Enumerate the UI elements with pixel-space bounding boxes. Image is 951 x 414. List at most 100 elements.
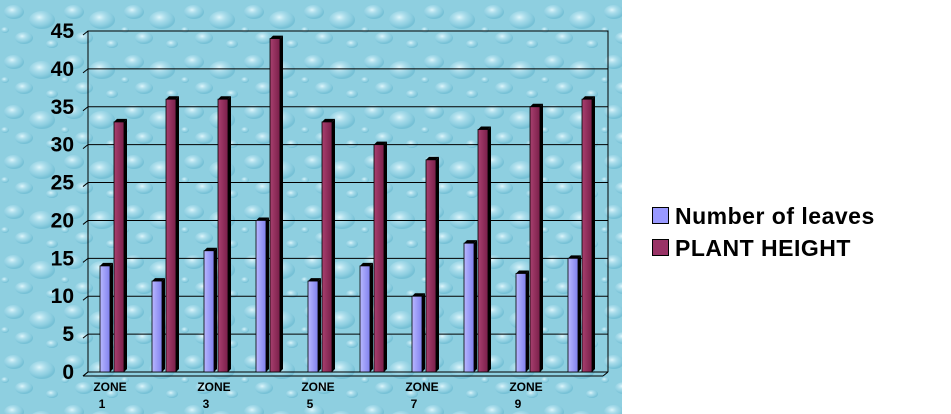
plot-frame — [87, 30, 609, 372]
bar-side — [214, 247, 217, 372]
legend-label-plant-height: PLANT HEIGHT — [675, 235, 851, 261]
bar-leaves-8 — [515, 270, 529, 373]
bar-side — [318, 278, 321, 372]
gridline-side-40 — [82, 68, 89, 74]
x-tick-label-zone-9: ZONE — [509, 380, 542, 394]
bar-height-4 — [321, 118, 335, 373]
y-tick-labels: 0 5 10 15 20 25 30 35 40 45 — [51, 20, 75, 384]
bar-top — [308, 278, 321, 282]
bar-side — [176, 96, 179, 372]
bar-front — [411, 295, 423, 373]
bar-side — [422, 293, 425, 372]
bar-front — [255, 220, 267, 373]
bar-top — [166, 96, 179, 100]
bar-height-5 — [373, 141, 387, 373]
bar-front — [321, 121, 333, 373]
bar-side — [266, 217, 269, 372]
bar-height-8 — [529, 103, 543, 373]
bar-front — [581, 98, 593, 373]
bar-height-6 — [425, 156, 439, 373]
gridline-side-5 — [82, 333, 89, 339]
bar-front — [529, 106, 541, 373]
bar-side — [110, 262, 113, 372]
bar-top — [100, 262, 113, 266]
bar-side — [526, 270, 529, 372]
bar-front — [113, 121, 125, 373]
gridline-side-35 — [82, 106, 89, 112]
bar-front — [269, 38, 281, 373]
bar-leaves-5 — [359, 262, 373, 373]
y-tick-label-5: 5 — [62, 323, 74, 346]
bar-side — [370, 262, 373, 372]
bar-top — [152, 278, 165, 282]
y-tick-label-20: 20 — [51, 209, 74, 232]
y-tick-label-40: 40 — [51, 58, 74, 81]
bar-front — [359, 265, 371, 373]
legend-swatch-leaves — [652, 207, 669, 224]
bar-side — [592, 96, 595, 372]
y-tick-label-30: 30 — [51, 134, 74, 157]
bar-leaves-7 — [463, 240, 477, 373]
bar-top — [426, 156, 439, 160]
bars — [99, 35, 595, 373]
bar-front — [515, 273, 527, 373]
legend-item-leaves: Number of leaves — [652, 203, 951, 229]
bar-height-3 — [269, 35, 283, 373]
bar-height-0 — [113, 118, 127, 373]
bar-leaves-4 — [307, 278, 321, 373]
bar-height-1 — [165, 96, 179, 373]
bar-leaves-6 — [411, 293, 425, 373]
x-tick-label-zone-num-1: 1 — [99, 397, 106, 411]
y-tick-label-0: 0 — [62, 361, 74, 384]
bar-leaves-1 — [151, 278, 165, 373]
x-category-labels: ZONE 1 ZONE 3 ZONE 5 ZONE 7 ZONE 9 — [93, 380, 542, 411]
bar-height-2 — [217, 96, 231, 373]
bar-side — [578, 255, 581, 372]
legend-item-plant-height: PLANT HEIGHT — [652, 235, 951, 261]
bar-leaves-9 — [567, 255, 581, 373]
legend-swatch-plant-height — [652, 239, 669, 256]
gridline-side-20 — [82, 220, 89, 225]
bar-side — [540, 103, 543, 373]
y-tick-label-15: 15 — [51, 247, 75, 270]
bar-side — [332, 118, 335, 372]
bar-side — [162, 278, 165, 372]
bar-top — [114, 118, 127, 122]
bar-front — [463, 242, 475, 373]
bar-top — [374, 141, 387, 145]
gridline-side-30 — [82, 144, 89, 150]
bar-side — [124, 118, 127, 372]
gridline-side-10 — [82, 295, 89, 301]
bar-top — [322, 118, 335, 122]
bar-top — [412, 293, 425, 297]
bar-front — [151, 280, 163, 373]
bar-top — [478, 126, 491, 130]
bar-top — [530, 103, 543, 107]
x-tick-label-zone-num-9: 9 — [515, 397, 522, 411]
y-tick-label-25: 25 — [51, 172, 75, 195]
bar-side — [384, 141, 387, 372]
bar-leaves-2 — [203, 247, 217, 373]
bar-top — [270, 35, 283, 39]
bar-top — [204, 247, 217, 251]
bar-side — [280, 35, 283, 372]
bar-height-9 — [581, 96, 595, 373]
bar-side — [436, 156, 439, 372]
bar-height-7 — [477, 126, 491, 373]
bar-top — [568, 255, 581, 259]
x-tick-label-zone-num-3: 3 — [203, 397, 210, 411]
bar-top — [218, 96, 231, 100]
gridline-side-25 — [82, 182, 89, 187]
bar-side — [228, 96, 231, 372]
bar-side — [488, 126, 491, 372]
bar-leaves-3 — [255, 217, 269, 373]
bar-front — [307, 280, 319, 373]
y-tick-label-10: 10 — [51, 285, 74, 308]
y-tick-label-35: 35 — [51, 96, 75, 119]
bar-top — [256, 217, 269, 221]
bar-front — [203, 250, 215, 373]
axes — [82, 30, 609, 377]
gridline-side-15 — [82, 257, 89, 263]
bar-front — [567, 257, 579, 373]
